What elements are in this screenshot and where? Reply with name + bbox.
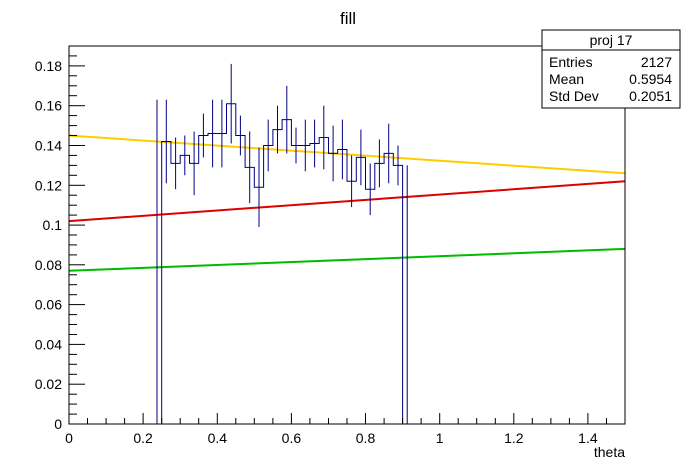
stats-mean-label: Mean [549,71,584,87]
y-tick-label: 0.14 [35,138,62,154]
y-tick-label: 0.12 [35,177,62,193]
stats-mean-value: 0.5954 [629,71,672,87]
plot-frame [68,45,626,425]
stats-entries-label: Entries [549,54,593,70]
stats-box: proj 17 Entries 2127 Mean 0.5954 Std Dev… [541,29,681,109]
stats-box-title: proj 17 [590,32,633,48]
y-tick-label: 0.18 [35,58,62,74]
x-tick-label: 0 [65,430,73,446]
stats-box-frame [541,29,681,109]
histogram-outline [152,103,412,425]
ticks: 0 0.2 0.4 0.6 0.8 1 1.2 1.4 0 0.02 0.04 0.06 0.08 0.1… [35,45,626,446]
x-tick-label: 0.6 [282,430,302,446]
y-tick-label: 0.02 [35,376,62,392]
stats-stddev-value: 0.2051 [629,88,672,104]
x-tick-label: 0.2 [133,430,153,446]
y-tick-label: 0.04 [35,336,62,352]
histogram [152,63,412,425]
x-tick-label: 1.4 [578,430,598,446]
x-tick-label: 0.8 [356,430,376,446]
x-tick-label: 1 [436,430,444,446]
chart-title: fill [340,9,356,28]
y-tick-label: 0 [54,416,62,432]
y-tick-label: 0.08 [35,257,62,273]
y-tick-label: 0.1 [43,217,63,233]
y-tick-label: 0.16 [35,98,62,114]
y-tick-label: 0.06 [35,297,62,313]
stats-stddev-label: Std Dev [549,88,599,104]
x-axis-title: theta [594,444,625,460]
stats-entries-value: 2127 [641,54,672,70]
x-tick-label: 0.4 [208,430,228,446]
x-tick-label: 1.2 [504,430,524,446]
